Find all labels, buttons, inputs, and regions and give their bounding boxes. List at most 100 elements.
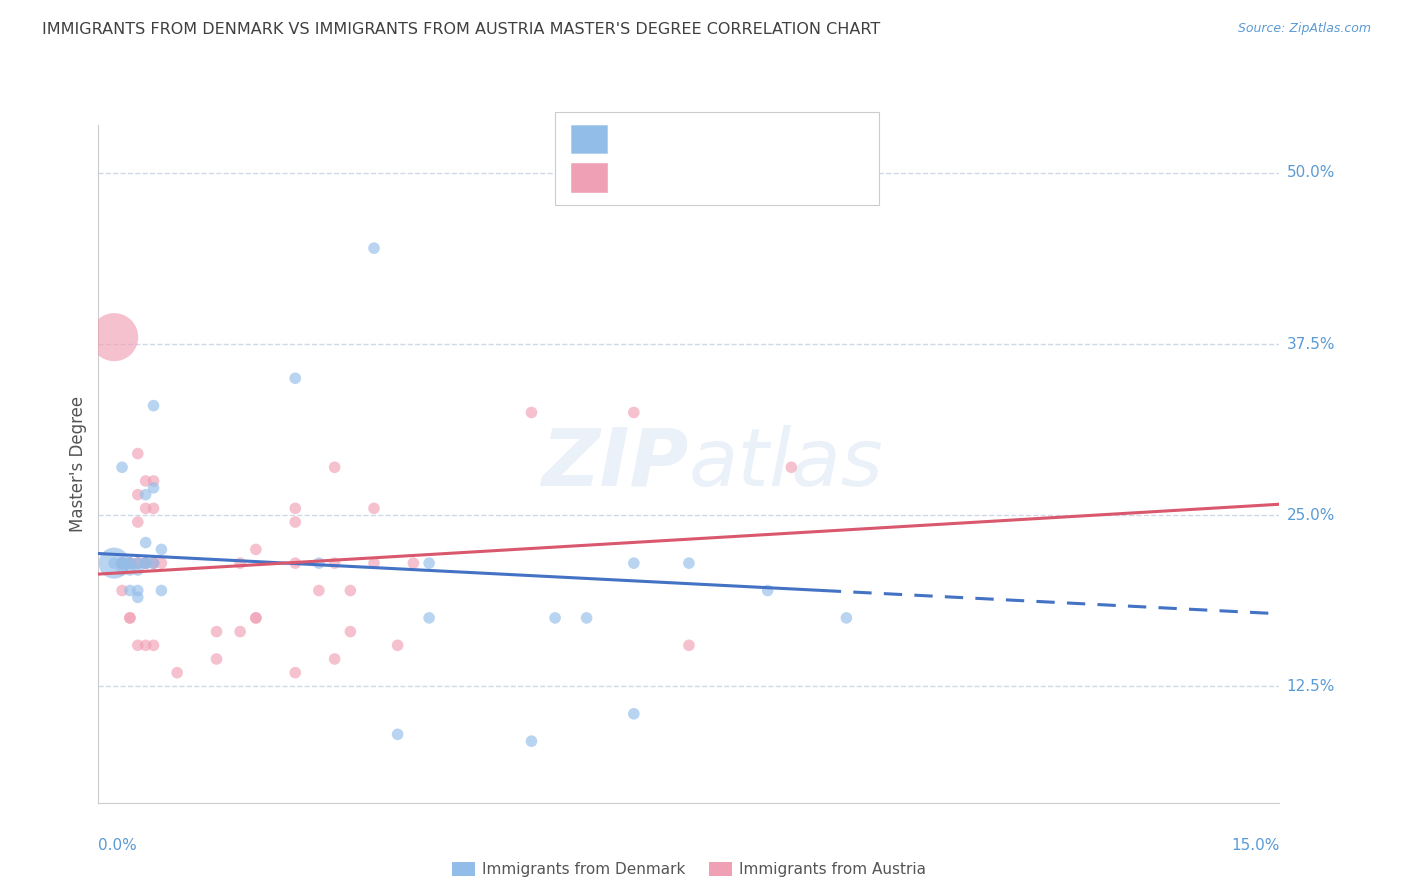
Point xyxy=(118,556,141,570)
Point xyxy=(111,460,134,475)
Point xyxy=(150,556,173,570)
Point xyxy=(118,556,141,570)
Point xyxy=(520,734,543,748)
Point xyxy=(284,556,307,570)
Point xyxy=(135,556,157,570)
Point xyxy=(284,501,307,516)
Point xyxy=(118,611,141,625)
Point xyxy=(150,583,173,598)
Point xyxy=(142,556,165,570)
Text: 15.0%: 15.0% xyxy=(1232,838,1279,854)
Point xyxy=(418,556,440,570)
Point xyxy=(780,460,803,475)
Point xyxy=(142,638,165,652)
Point xyxy=(284,371,307,385)
Point xyxy=(127,591,149,605)
Point xyxy=(205,624,228,639)
Point xyxy=(142,556,165,570)
Point xyxy=(544,611,567,625)
Point xyxy=(111,556,134,570)
Point xyxy=(284,515,307,529)
Point xyxy=(135,488,157,502)
Point xyxy=(103,556,125,570)
Text: R = -0.136   N = 37: R = -0.136 N = 37 xyxy=(613,130,790,148)
Point xyxy=(127,515,149,529)
Point xyxy=(623,556,645,570)
Point xyxy=(118,556,141,570)
Point xyxy=(103,330,125,344)
Text: 37.5%: 37.5% xyxy=(1286,336,1334,351)
Legend: Immigrants from Denmark, Immigrants from Austria: Immigrants from Denmark, Immigrants from… xyxy=(446,856,932,883)
Point xyxy=(387,727,409,741)
Point xyxy=(142,399,165,413)
Point xyxy=(756,583,779,598)
Text: ZIP: ZIP xyxy=(541,425,689,503)
Point xyxy=(150,542,173,557)
Point xyxy=(111,556,134,570)
Text: IMMIGRANTS FROM DENMARK VS IMMIGRANTS FROM AUSTRIA MASTER'S DEGREE CORRELATION C: IMMIGRANTS FROM DENMARK VS IMMIGRANTS FR… xyxy=(42,22,880,37)
Point xyxy=(363,556,385,570)
Point xyxy=(127,488,149,502)
Point xyxy=(127,638,149,652)
Point xyxy=(229,556,252,570)
Point xyxy=(308,556,330,570)
Point xyxy=(339,624,361,639)
Point xyxy=(135,556,157,570)
Point xyxy=(127,556,149,570)
Point xyxy=(339,583,361,598)
Point xyxy=(135,474,157,488)
Point xyxy=(111,583,134,598)
Point xyxy=(142,501,165,516)
Point xyxy=(678,638,700,652)
Point xyxy=(127,583,149,598)
Point xyxy=(245,542,267,557)
Point xyxy=(127,556,149,570)
Y-axis label: Master's Degree: Master's Degree xyxy=(69,396,87,532)
Point xyxy=(118,556,141,570)
Point xyxy=(323,652,346,666)
Point xyxy=(135,556,157,570)
Text: 0.0%: 0.0% xyxy=(98,838,138,854)
Text: 50.0%: 50.0% xyxy=(1286,165,1334,180)
Point xyxy=(363,501,385,516)
Point xyxy=(142,474,165,488)
Point xyxy=(323,460,346,475)
Point xyxy=(575,611,598,625)
Text: 25.0%: 25.0% xyxy=(1286,508,1334,523)
Point xyxy=(623,405,645,419)
Point xyxy=(245,611,267,625)
Point xyxy=(118,563,141,577)
Text: R = 0.099   N = 56: R = 0.099 N = 56 xyxy=(613,169,783,186)
Point xyxy=(835,611,858,625)
Point xyxy=(135,556,157,570)
Point xyxy=(142,556,165,570)
Point xyxy=(245,611,267,625)
Point xyxy=(127,446,149,460)
Point xyxy=(118,611,141,625)
Point xyxy=(284,665,307,680)
Point xyxy=(402,556,425,570)
Text: atlas: atlas xyxy=(689,425,884,503)
Point xyxy=(678,556,700,570)
Point xyxy=(111,556,134,570)
Point xyxy=(111,556,134,570)
Point xyxy=(127,563,149,577)
Point xyxy=(111,556,134,570)
Point xyxy=(135,501,157,516)
Point xyxy=(111,563,134,577)
Point xyxy=(118,556,141,570)
Point xyxy=(118,583,141,598)
Point xyxy=(229,624,252,639)
Point xyxy=(387,638,409,652)
Point xyxy=(166,665,188,680)
Point xyxy=(623,706,645,721)
Text: 12.5%: 12.5% xyxy=(1286,679,1334,694)
Point xyxy=(127,556,149,570)
Point xyxy=(418,611,440,625)
Point xyxy=(520,405,543,419)
Point xyxy=(323,556,346,570)
Point xyxy=(142,481,165,495)
Point xyxy=(135,638,157,652)
Point xyxy=(205,652,228,666)
Point xyxy=(135,556,157,570)
